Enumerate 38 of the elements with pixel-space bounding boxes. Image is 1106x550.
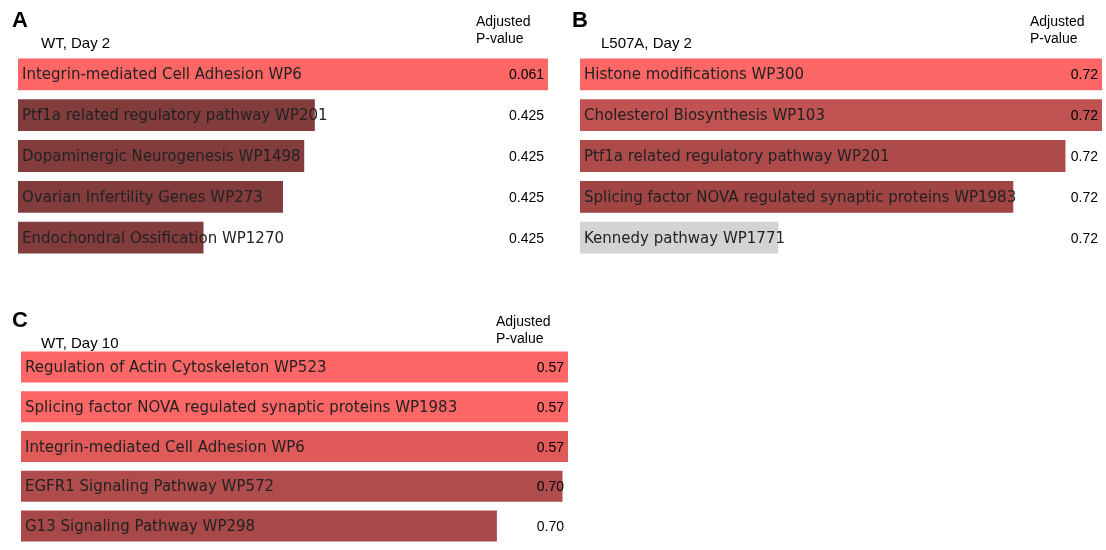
y-tick-label: Integrin-mediated Cell Adhesion WP6 bbox=[22, 65, 302, 84]
annotation: 0.57 bbox=[536, 438, 565, 455]
annotation: 0.061 bbox=[508, 66, 545, 83]
text: Adjusted P-value bbox=[476, 12, 535, 46]
y-tick-label: Cholesterol Biosynthesis WP103 bbox=[584, 106, 825, 125]
annotation: 0.72 bbox=[1070, 229, 1099, 246]
annotation: 0.425 bbox=[508, 229, 545, 246]
y-tick-label: Splicing factor NOVA regulated synaptic proteins WP1983 bbox=[25, 397, 458, 416]
annotation: 0.425 bbox=[508, 148, 545, 164]
annotation: 0.57 bbox=[536, 398, 565, 415]
chart-title: WT, Day 2 bbox=[41, 34, 111, 51]
text: A bbox=[12, 6, 28, 32]
bar bbox=[580, 58, 1102, 91]
bar bbox=[18, 58, 548, 91]
y-tick-label: Regulation of Actin Cytoskeleton WP523 bbox=[25, 357, 327, 376]
y-tick-label: Integrin-mediated Cell Adhesion WP6 bbox=[25, 437, 305, 456]
y-tick-label: Dopaminergic Neurogenesis WP1498 bbox=[22, 147, 301, 165]
y-tick-label: Kennedy pathway WP1771 bbox=[584, 228, 785, 247]
annotation: 0.72 bbox=[1070, 188, 1099, 205]
chart-title: WT, Day 10 bbox=[41, 334, 119, 351]
y-tick-label: Histone modifications WP300 bbox=[584, 65, 805, 84]
text: B bbox=[572, 6, 588, 32]
annotation: 0.72 bbox=[1070, 66, 1099, 83]
annotation: 0.425 bbox=[508, 107, 545, 124]
y-tick-label: EGFR1 Signaling Pathway WP572 bbox=[25, 477, 275, 496]
chart-title: L507A, Day 2 bbox=[601, 34, 692, 51]
y-tick-label: Ovarian Infertility Genes WP273 bbox=[22, 187, 263, 206]
annotation: 0.425 bbox=[508, 188, 545, 205]
y-tick-label: G13 Signaling Pathway WP298 bbox=[25, 517, 256, 536]
text: Adjusted P-value bbox=[496, 312, 555, 346]
annotation: 0.70 bbox=[536, 518, 565, 535]
text: Adjusted P-value bbox=[1030, 12, 1089, 46]
bar bbox=[580, 99, 1102, 132]
y-tick-label: Ptf1a related regulatory pathway WP201 bbox=[584, 147, 890, 165]
annotation: 0.57 bbox=[536, 358, 565, 375]
text: C bbox=[12, 306, 28, 332]
annotation: 0.72 bbox=[1070, 148, 1099, 164]
annotation: 0.72 bbox=[1070, 107, 1099, 124]
